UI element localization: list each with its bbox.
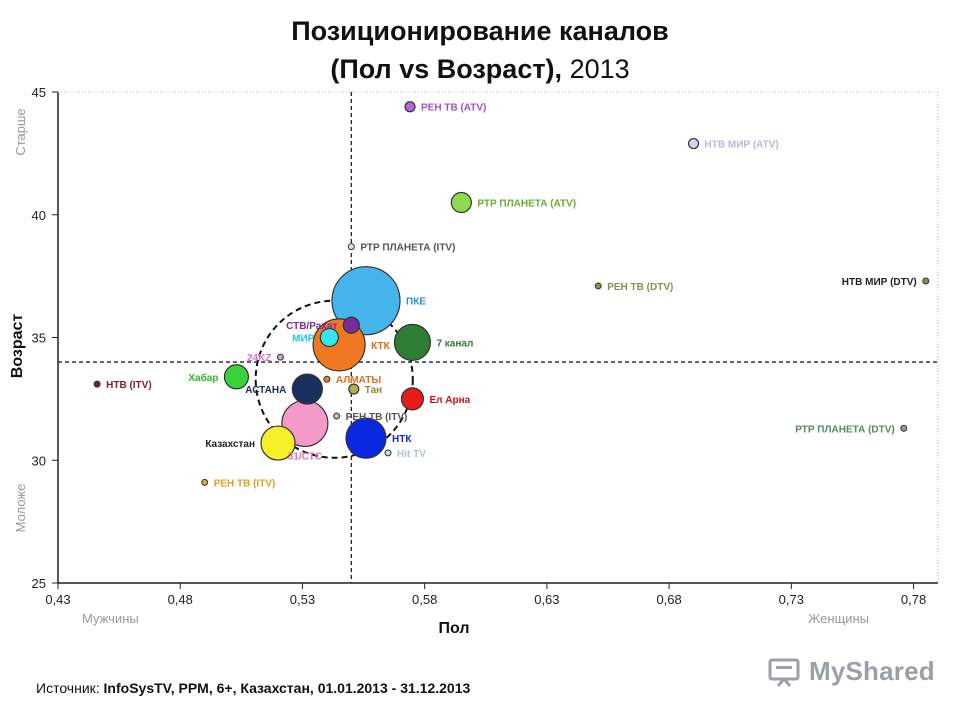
bubble-point — [260, 425, 296, 461]
point-label: АСТАНА — [245, 385, 286, 396]
point-label: НТК — [392, 434, 412, 445]
bubble-point — [276, 353, 284, 361]
x-tick-label: 0,53 — [290, 592, 315, 607]
y-tick-label: 25 — [32, 576, 46, 591]
y-axis-title: Возраст — [9, 314, 26, 379]
y-end-label-top: Старше — [13, 108, 28, 155]
x-tick-label: 0,68 — [656, 592, 681, 607]
x-end-label-left: Мужчины — [82, 611, 139, 626]
bubble-point — [342, 316, 360, 334]
presentation-board-icon — [768, 658, 800, 687]
bubble-point — [345, 417, 387, 459]
point-label: РТР ПЛАНЕТА (DTV) — [795, 424, 895, 435]
point-label: РЕН ТВ (ITV) — [346, 412, 408, 423]
x-tick-label: 0,63 — [534, 592, 559, 607]
point-label: РТР ПЛАНЕТА (ATV) — [477, 198, 576, 209]
point-label: АЛМАТЫ — [336, 375, 382, 386]
bubble-point — [333, 412, 341, 420]
point-label: 31/СТС — [288, 451, 322, 462]
x-tick-label: 0,58 — [412, 592, 437, 607]
bubble-point — [393, 323, 432, 362]
logo-text: MyShared — [809, 656, 935, 686]
point-label: НТВ (ITV) — [106, 380, 152, 391]
chart-title-line2: (Пол vs Возраст), 2013 — [330, 54, 630, 84]
bubble-point — [223, 364, 250, 390]
x-tick-label: 0,78 — [901, 592, 926, 607]
point-label: 7 канал — [436, 338, 473, 349]
point-label: Ел Арна — [429, 395, 470, 406]
y-tick-label: 30 — [32, 453, 46, 468]
point-label: НТВ МИР (DTV) — [842, 277, 917, 288]
bubble-point — [319, 327, 339, 348]
point-label: РЕН ТВ (ATV) — [421, 103, 486, 114]
bubble-point — [900, 424, 908, 432]
bubble-point — [450, 191, 472, 214]
bubble-point — [93, 380, 101, 388]
bubble-point — [348, 383, 360, 395]
highlight-dashed-circle — [254, 299, 414, 459]
points-layer — [93, 101, 930, 486]
axes-layer: 0,43 0,48 0,53 0,58 0,63 0,68 0,73 0,78 25 30 35 40… — [9, 85, 939, 637]
myshared-logo: MyShared — [767, 656, 935, 687]
bubble-point — [201, 478, 209, 486]
x-tick-label: 0,48 — [168, 592, 193, 607]
chart-title-year: 2013 — [569, 54, 630, 84]
point-label: Hit TV — [397, 449, 426, 460]
point-label: РЕН ТВ (ITV) — [214, 478, 276, 489]
point-label: 24KZ — [247, 353, 271, 364]
bubble-chart: 0,43 0,48 0,53 0,58 0,63 0,68 0,73 0,78 25 30 35 40… — [9, 85, 939, 637]
point-label: КТК — [371, 341, 390, 352]
source-prefix: Источник: — [36, 680, 104, 696]
point-label: ПКЕ — [406, 297, 426, 308]
x-end-label-right: Женщины — [808, 611, 869, 626]
x-axis-title: Пол — [438, 620, 469, 637]
bubble-point — [687, 137, 700, 150]
bubble-point — [323, 375, 331, 383]
point-label: РТР ПЛАНЕТА (ITV) — [360, 243, 455, 254]
y-tick-label: 35 — [32, 331, 46, 346]
chart-title: Позиционирование каналов (Пол vs Возраст… — [0, 12, 960, 88]
point-label: РЕН ТВ (DTV) — [607, 282, 673, 293]
bubble-point — [291, 373, 323, 405]
bubble-point — [400, 387, 425, 411]
labels-layer: РЕН ТВ (ATV) НТВ МИР (ATV) РТР ПЛАНЕТА (AT… — [106, 103, 917, 490]
point-label: Казахстан — [205, 439, 255, 450]
bubble-point — [384, 449, 392, 457]
source-note: Источник: InfoSysTV, PPM, 6+, Казахстан,… — [36, 680, 470, 696]
y-tick-label: 40 — [32, 208, 46, 223]
bubble-point — [404, 101, 416, 113]
source-text: InfoSysTV, PPM, 6+, Казахстан, 01.01.201… — [103, 680, 471, 696]
point-label: СТВ/Рахат — [286, 321, 337, 332]
point-label: НТВ МИР (ATV) — [705, 140, 779, 151]
y-tick-label: 45 — [32, 85, 46, 100]
point-label: Тан — [365, 385, 382, 396]
point-label: Хабар — [188, 372, 218, 384]
chart-title-line1: Позиционирование каналов — [291, 16, 669, 46]
x-tick-label: 0,43 — [45, 592, 70, 607]
bubble-point — [347, 243, 355, 251]
point-label: МИР — [292, 334, 315, 345]
y-end-label-bottom: Моложе — [13, 484, 28, 533]
bubble-point — [594, 282, 602, 290]
bubble-point — [922, 277, 930, 285]
x-tick-label: 0,73 — [779, 592, 804, 607]
